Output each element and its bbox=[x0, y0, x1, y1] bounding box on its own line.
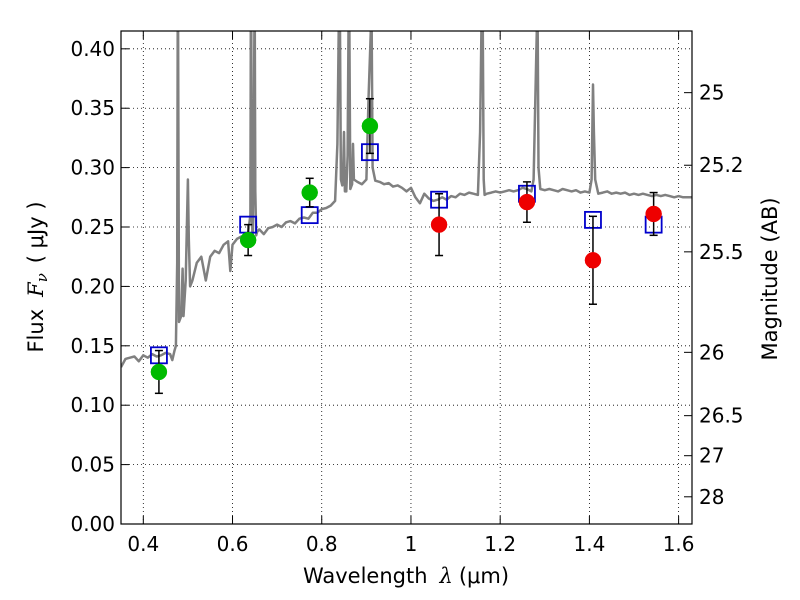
x-tick-label: 1.2 bbox=[484, 532, 516, 556]
y-axis-label: FluxFν( μJy ) bbox=[24, 201, 51, 352]
y2-tick-label: 25.5 bbox=[699, 240, 744, 264]
x-axis-label: Wavelength λ (μm) bbox=[303, 564, 509, 588]
observed-flux-point bbox=[584, 252, 602, 269]
y-tick-label: 0.35 bbox=[70, 96, 115, 120]
y-tick-label: 0.25 bbox=[70, 215, 115, 239]
y2-tick-label: 25 bbox=[699, 81, 724, 105]
x-tick-label: 0.4 bbox=[127, 532, 159, 556]
y-tick-label: 0.40 bbox=[70, 37, 115, 61]
y-tick-label: 0.20 bbox=[70, 274, 115, 298]
x-tick-label: 0.6 bbox=[217, 532, 249, 556]
y2-tick-label: 28 bbox=[699, 485, 724, 509]
y-tick-label: 0.05 bbox=[70, 453, 115, 477]
plot-frame bbox=[120, 30, 693, 525]
y2-tick-label: 27 bbox=[699, 444, 724, 468]
plot-area bbox=[121, 31, 692, 524]
x-tick-label: 1 bbox=[405, 532, 418, 556]
observed-flux-point bbox=[361, 117, 379, 135]
y-tick-label: 0.30 bbox=[70, 156, 115, 180]
spectrum-line bbox=[121, 31, 692, 368]
y2-tick-label: 26.5 bbox=[699, 404, 744, 428]
ticks: 0.4 0.6 0.8 1 1.2 1.4 1.6 0.00 0.05 0.10 0.15 0.20 0… bbox=[70, 31, 744, 556]
x-tick-label: 1.6 bbox=[663, 532, 695, 556]
observed-flux-point bbox=[518, 193, 536, 211]
y2-tick-label: 25.2 bbox=[699, 153, 744, 177]
x-tick-label: 0.8 bbox=[306, 532, 338, 556]
y2-tick-label: 26 bbox=[699, 340, 724, 364]
spectrum-layer bbox=[121, 31, 692, 368]
y-tick-label: 0.00 bbox=[70, 512, 115, 536]
y-tick-label: 0.15 bbox=[70, 334, 115, 358]
observed-flux-point bbox=[301, 184, 318, 201]
points-layer bbox=[150, 97, 663, 395]
y-tick-label: 0.10 bbox=[70, 393, 115, 417]
x-tick-label: 1.4 bbox=[573, 532, 605, 556]
y2-axis-label: Magnitude (AB) bbox=[758, 197, 782, 360]
observed-flux-point bbox=[150, 363, 168, 381]
observed-flux-point bbox=[645, 205, 662, 223]
observed-flux-point bbox=[239, 231, 257, 249]
observed-flux-point bbox=[430, 216, 448, 233]
